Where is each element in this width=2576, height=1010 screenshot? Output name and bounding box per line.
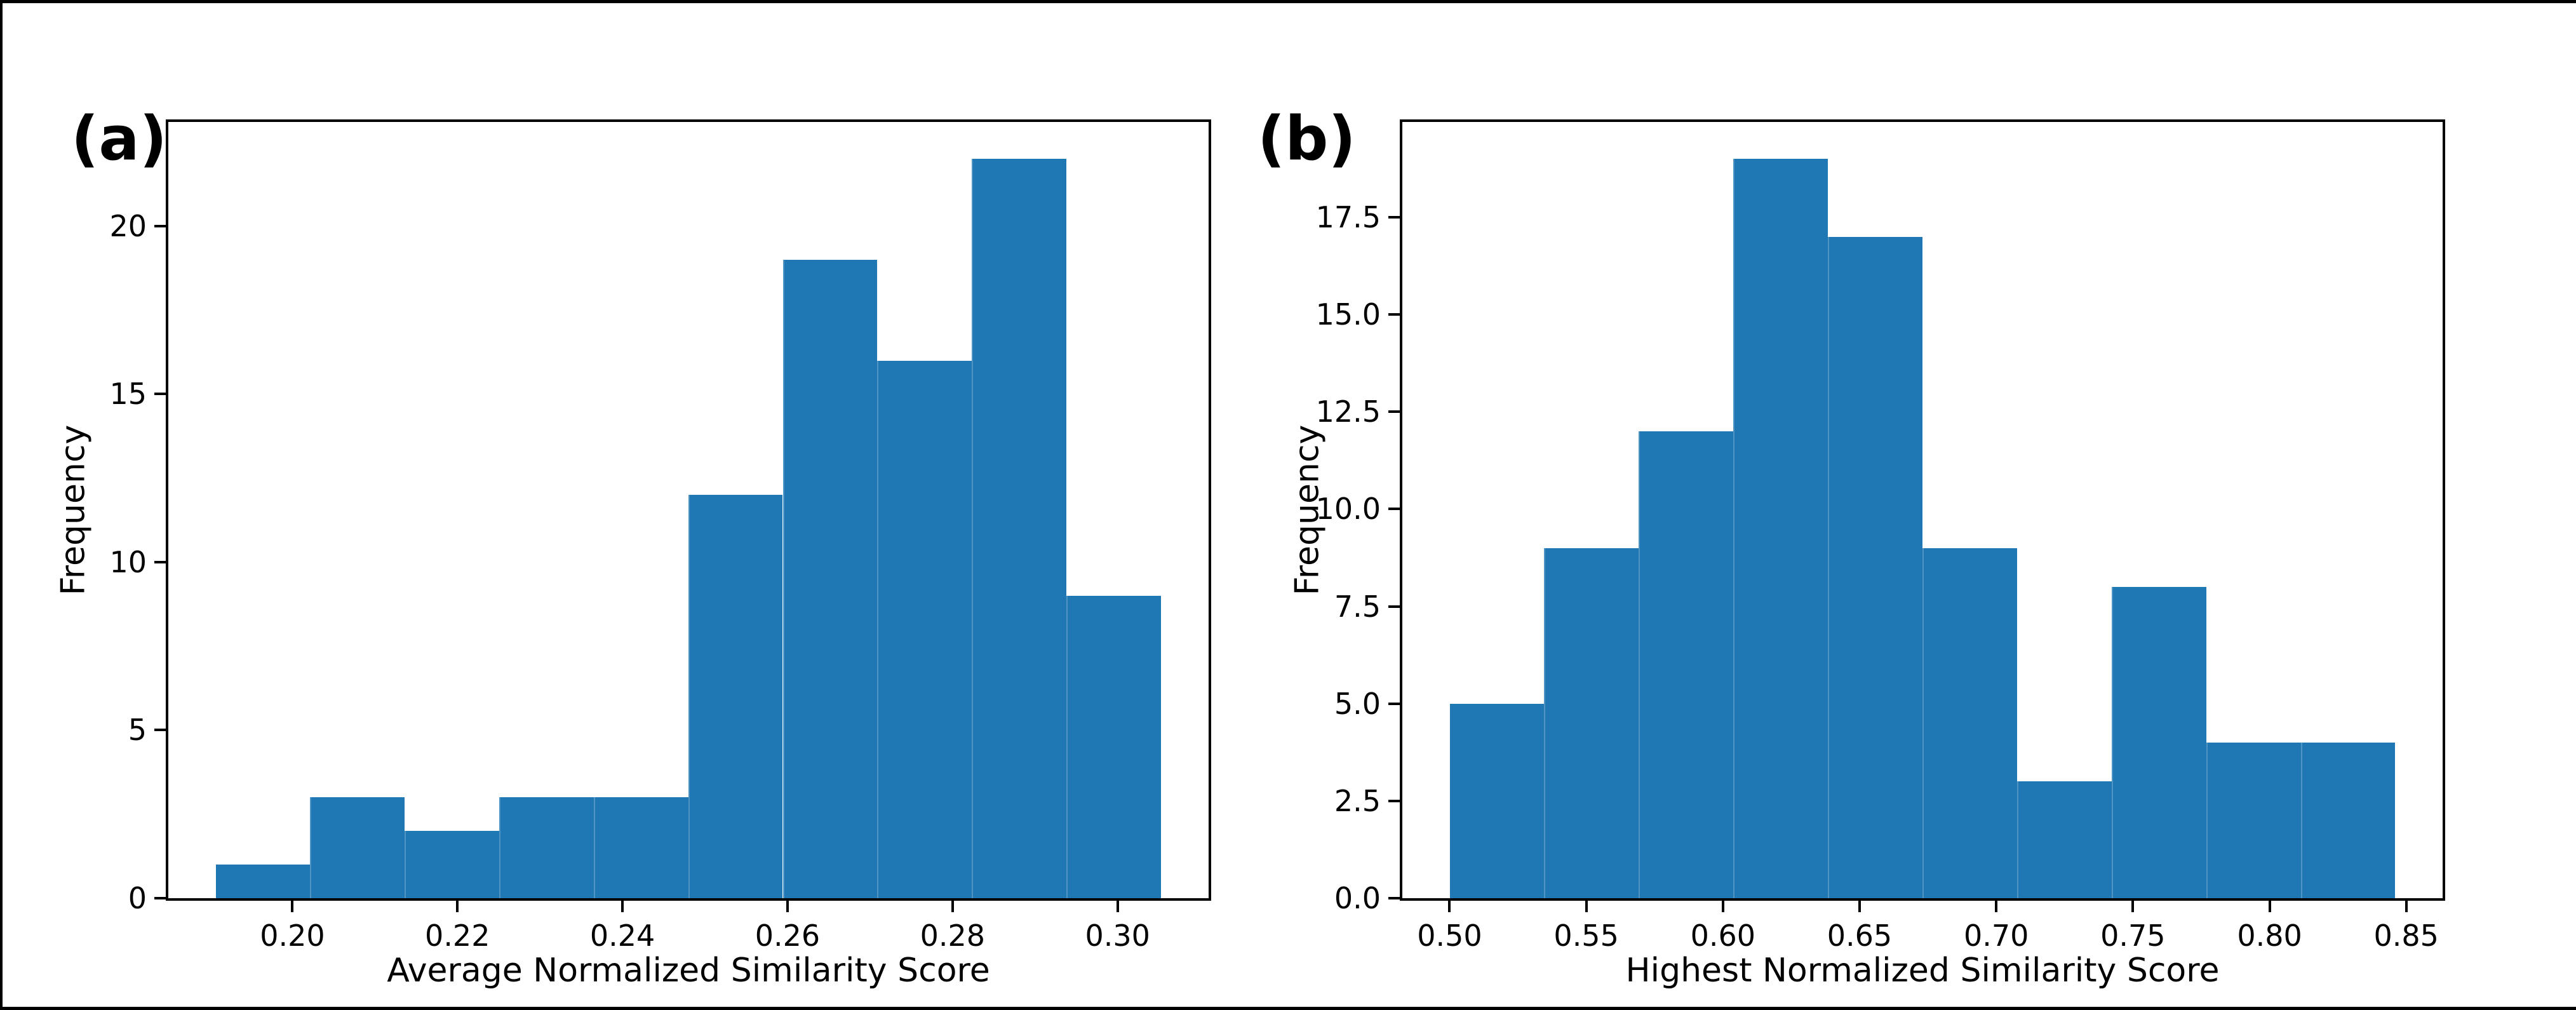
histogram-bar — [1544, 548, 1639, 898]
y-tick-mark — [154, 393, 166, 396]
x-tick-label: 0.70 — [1963, 919, 2029, 953]
x-tick-mark — [1858, 901, 1861, 912]
panel-b-plot-area — [1400, 119, 2445, 901]
figure-border-left — [0, 0, 3, 1010]
x-tick-label: 0.55 — [1553, 919, 1619, 953]
x-tick-mark — [1721, 901, 1724, 912]
y-tick-label: 10.0 — [1315, 492, 1381, 527]
x-tick-mark — [1585, 901, 1588, 912]
y-tick-label: 20 — [109, 208, 147, 243]
histogram-bar — [499, 797, 594, 898]
y-tick-label: 5 — [128, 713, 147, 748]
x-tick-label: 0.80 — [2237, 919, 2302, 953]
x-tick-label: 0.24 — [589, 919, 655, 953]
panel-a-letter: (a) — [71, 104, 167, 174]
histogram-bar — [215, 865, 311, 898]
x-tick-label: 0.50 — [1417, 919, 1482, 953]
y-tick-label: 12.5 — [1315, 394, 1381, 429]
x-tick-label: 0.26 — [755, 919, 821, 953]
y-tick-label: 0.0 — [1334, 881, 1381, 915]
y-tick-mark — [154, 224, 166, 227]
panel-a-x-axis-label: Average Normalized Similarity Score — [387, 952, 990, 990]
panel-b-x-axis-label: Highest Normalized Similarity Score — [1625, 952, 2220, 990]
y-tick-label: 7.5 — [1334, 589, 1381, 624]
histogram-bar — [782, 259, 878, 898]
histogram-bar — [2016, 781, 2112, 898]
histogram-bar — [310, 797, 405, 898]
x-tick-label: 0.85 — [2373, 919, 2439, 953]
histogram-bar — [405, 831, 499, 898]
x-tick-mark — [2405, 901, 2408, 912]
x-tick-mark — [1116, 901, 1119, 912]
histogram-bar — [1449, 703, 1545, 898]
histogram-bar — [1733, 159, 1828, 898]
x-tick-label: 0.22 — [425, 919, 490, 953]
y-tick-mark — [1388, 702, 1400, 705]
y-tick-mark — [1388, 605, 1400, 608]
figure-border-top — [0, 0, 2576, 3]
y-tick-label: 10 — [109, 544, 147, 579]
x-tick-mark — [2268, 901, 2271, 912]
y-tick-mark — [1388, 216, 1400, 219]
histogram-bar — [2111, 587, 2206, 898]
x-tick-mark — [621, 901, 624, 912]
x-tick-label: 0.20 — [260, 919, 325, 953]
y-tick-mark — [1388, 508, 1400, 511]
y-tick-mark — [154, 560, 166, 563]
x-tick-mark — [2131, 901, 2135, 912]
histogram-bar — [688, 495, 783, 898]
histogram-bar — [1639, 431, 1734, 898]
x-tick-mark — [291, 901, 294, 912]
y-tick-label: 5.0 — [1334, 686, 1381, 721]
x-tick-mark — [456, 901, 459, 912]
x-tick-mark — [951, 901, 954, 912]
x-tick-mark — [786, 901, 789, 912]
histogram-bar — [877, 360, 972, 898]
y-tick-label: 2.5 — [1334, 783, 1381, 818]
y-tick-mark — [154, 897, 166, 899]
panel-a-plot-area — [166, 119, 1211, 901]
histogram-bar — [1828, 236, 1922, 898]
histogram-bar — [2206, 743, 2301, 898]
x-tick-mark — [1995, 901, 1998, 912]
panel-b-letter: (b) — [1258, 104, 1356, 174]
y-tick-mark — [154, 729, 166, 732]
x-tick-label: 0.75 — [2100, 919, 2166, 953]
x-tick-mark — [1448, 901, 1451, 912]
y-tick-label: 17.5 — [1315, 200, 1381, 235]
histogram-bar — [2300, 743, 2396, 898]
histogram-bar — [1066, 595, 1161, 898]
figure-border-bottom — [0, 1007, 2576, 1010]
x-tick-label: 0.30 — [1085, 919, 1150, 953]
x-tick-label: 0.65 — [1827, 919, 1893, 953]
y-tick-label: 15 — [109, 377, 147, 412]
histogram-bar — [972, 159, 1066, 898]
histogram-bar — [1922, 548, 2017, 898]
y-tick-label: 15.0 — [1315, 297, 1381, 332]
histogram-bar — [593, 797, 688, 898]
y-tick-mark — [1388, 799, 1400, 802]
y-tick-label: 0 — [128, 881, 147, 915]
y-tick-mark — [1388, 897, 1400, 899]
x-tick-label: 0.28 — [920, 919, 986, 953]
y-tick-mark — [1388, 410, 1400, 414]
y-tick-mark — [1388, 313, 1400, 316]
x-tick-label: 0.60 — [1690, 919, 1756, 953]
